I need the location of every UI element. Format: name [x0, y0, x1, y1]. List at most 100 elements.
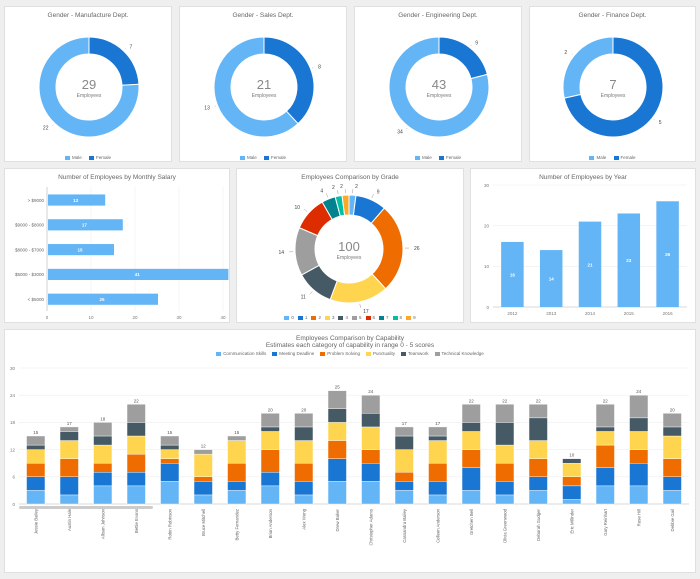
donut-slice[interactable]	[38, 36, 140, 138]
stack-segment[interactable]	[227, 481, 247, 491]
stack-segment[interactable]	[327, 422, 347, 441]
stack-segment[interactable]	[528, 417, 548, 441]
legend-item-grade[interactable]: 8	[392, 315, 402, 320]
donut-slice[interactable]	[263, 36, 315, 125]
stack-segment[interactable]	[327, 390, 347, 410]
legend-item-grade[interactable]: 5	[352, 315, 362, 320]
year-bar[interactable]	[501, 241, 524, 307]
stack-segment[interactable]	[629, 485, 649, 505]
legend-item-grade[interactable]: 3	[324, 315, 334, 320]
stack-segment[interactable]	[595, 426, 615, 432]
stack-segment[interactable]	[193, 449, 213, 455]
stack-segment[interactable]	[126, 404, 146, 423]
stack-segment[interactable]	[461, 422, 481, 432]
stack-segment[interactable]	[26, 449, 46, 464]
legend-item-grade[interactable]: 7	[379, 315, 389, 320]
legend-item-grade[interactable]: 0	[284, 315, 294, 320]
stack-segment[interactable]	[59, 440, 79, 459]
stack-segment[interactable]	[294, 426, 314, 441]
year-bar[interactable]	[656, 201, 679, 307]
stack-segment[interactable]	[562, 499, 582, 505]
stack-segment[interactable]	[26, 444, 46, 450]
stack-segment[interactable]	[495, 462, 515, 482]
stack-segment[interactable]	[394, 481, 414, 491]
year-bar[interactable]	[617, 213, 641, 307]
stack-segment[interactable]	[93, 462, 113, 473]
stack-segment[interactable]	[629, 417, 649, 432]
stack-segment[interactable]	[26, 490, 46, 505]
stack-segment[interactable]	[327, 458, 347, 482]
stack-segment[interactable]	[495, 481, 515, 496]
donut-slice[interactable]	[370, 207, 404, 290]
stack-segment[interactable]	[93, 485, 113, 505]
stack-segment[interactable]	[562, 485, 582, 500]
legend-item-male[interactable]: Male	[239, 155, 257, 160]
stack-segment[interactable]	[428, 462, 448, 482]
donut-slice[interactable]	[213, 36, 299, 138]
stack-segment[interactable]	[227, 490, 247, 505]
stack-segment[interactable]	[528, 404, 548, 419]
stack-segment[interactable]	[327, 408, 347, 423]
legend-item-female[interactable]: Female	[264, 155, 286, 160]
legend-item-capability[interactable]: Punctuality	[366, 351, 395, 356]
stack-segment[interactable]	[428, 481, 448, 496]
stack-segment[interactable]	[361, 426, 381, 450]
stack-segment[interactable]	[361, 394, 381, 414]
stack-segment[interactable]	[662, 458, 682, 478]
year-bar[interactable]	[578, 221, 602, 307]
stack-segment[interactable]	[461, 467, 481, 491]
stack-segment[interactable]	[461, 449, 481, 468]
stack-segment[interactable]	[160, 444, 180, 450]
stack-segment[interactable]	[595, 467, 615, 487]
legend-item-grade[interactable]: 1	[297, 315, 307, 320]
scroller-thumb[interactable]	[19, 506, 153, 509]
donut-slice[interactable]	[388, 36, 490, 138]
stack-segment[interactable]	[93, 435, 113, 446]
stack-segment[interactable]	[361, 449, 381, 464]
stack-segment[interactable]	[394, 472, 414, 482]
legend-item-grade[interactable]: 4	[338, 315, 348, 320]
stack-segment[interactable]	[294, 413, 314, 428]
legend-item-capability[interactable]: Problem Solving	[320, 351, 360, 356]
stack-segment[interactable]	[428, 435, 448, 441]
stack-segment[interactable]	[160, 458, 180, 464]
salary-bar[interactable]	[48, 219, 123, 231]
legend-item-grade[interactable]: 6	[365, 315, 375, 320]
stack-segment[interactable]	[26, 462, 46, 477]
stack-segment[interactable]	[394, 490, 414, 505]
stack-segment[interactable]	[260, 472, 280, 487]
salary-bar[interactable]	[48, 244, 114, 256]
stack-segment[interactable]	[461, 490, 481, 505]
stack-segment[interactable]	[595, 404, 615, 428]
stack-segment[interactable]	[495, 422, 515, 446]
stack-segment[interactable]	[160, 435, 180, 446]
stack-segment[interactable]	[160, 462, 180, 482]
legend-item-capability[interactable]: Meeting Deadline	[272, 351, 314, 356]
donut-slice[interactable]	[563, 36, 664, 138]
stack-segment[interactable]	[59, 431, 79, 441]
stack-segment[interactable]	[495, 494, 515, 505]
stack-segment[interactable]	[629, 449, 649, 464]
stack-segment[interactable]	[260, 426, 280, 432]
legend-item-capability[interactable]: Technical Knowledge	[434, 351, 484, 356]
stack-segment[interactable]	[260, 413, 280, 428]
stack-segment[interactable]	[126, 485, 146, 505]
stack-segment[interactable]	[428, 426, 448, 437]
stack-segment[interactable]	[260, 431, 280, 450]
stack-segment[interactable]	[528, 476, 548, 491]
stack-segment[interactable]	[93, 444, 113, 464]
stack-segment[interactable]	[260, 485, 280, 505]
stack-segment[interactable]	[662, 476, 682, 491]
stack-segment[interactable]	[26, 476, 46, 491]
stack-segment[interactable]	[595, 485, 615, 505]
stack-segment[interactable]	[327, 481, 347, 505]
donut-slice[interactable]	[438, 36, 488, 80]
stack-segment[interactable]	[662, 413, 682, 428]
stack-segment[interactable]	[93, 472, 113, 487]
stack-segment[interactable]	[160, 481, 180, 505]
legend-item-male[interactable]: Male	[64, 155, 82, 160]
stack-segment[interactable]	[461, 431, 481, 450]
legend-item-capability[interactable]: Communication Skills	[216, 351, 266, 356]
stack-segment[interactable]	[126, 422, 146, 437]
stack-segment[interactable]	[495, 404, 515, 423]
